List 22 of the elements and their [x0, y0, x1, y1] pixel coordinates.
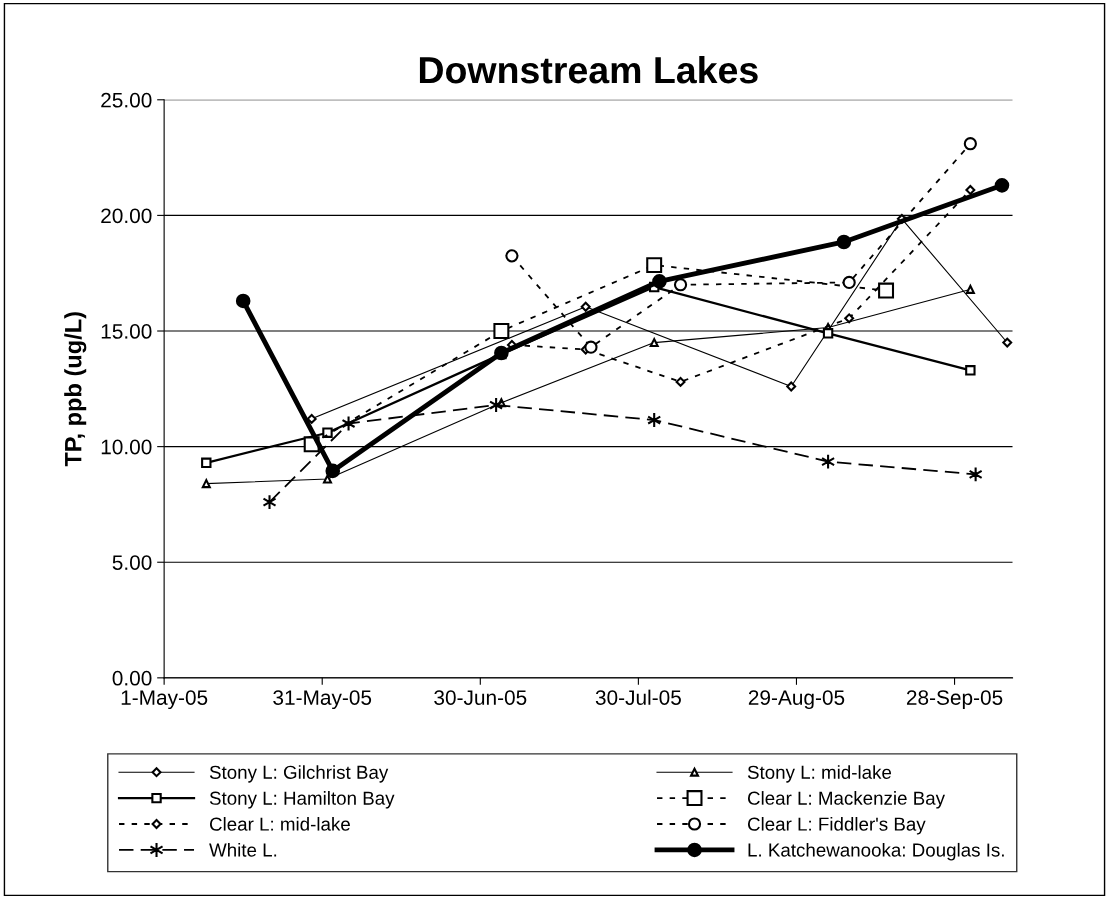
legend-label: Clear L: Fiddler's Bay: [747, 817, 926, 835]
y-tick-label: 10.00: [101, 439, 152, 455]
y-axis-title: TP, ppb (ug/L): [64, 312, 87, 467]
y-tick-label: 0.00: [112, 670, 152, 686]
legend-label: Clear L: Mackenzie Bay: [747, 791, 945, 809]
legend-label: Stony L: Gilchrist Bay: [209, 765, 389, 783]
y-tick-label: 20.00: [101, 208, 152, 224]
legend-label: Stony L: Hamilton Bay: [209, 791, 395, 809]
y-tick-label: 25.00: [101, 92, 152, 108]
legend-label: White L.: [209, 842, 277, 857]
x-tick-label: 28-Sep-05: [906, 690, 1003, 710]
x-tick-label: 30-Jul-05: [595, 689, 681, 705]
legend-label: Clear L: mid-lake: [209, 817, 350, 831]
y-tick-label: 5.00: [112, 555, 152, 570]
chart-title: Downstream Lakes: [419, 55, 758, 84]
x-tick-label: 30-Jun-05: [434, 690, 527, 705]
y-tick-label: 15.00: [101, 324, 152, 339]
legend-label: L. Katchewanooka: Douglas Is.: [748, 842, 1004, 861]
legend-label: Stony L: mid-lake: [747, 765, 892, 783]
x-tick-label: 29-Aug-05: [748, 690, 845, 710]
x-tick-label: 31-May-05: [273, 690, 372, 710]
x-tick-label: 1-May-05: [121, 690, 208, 710]
